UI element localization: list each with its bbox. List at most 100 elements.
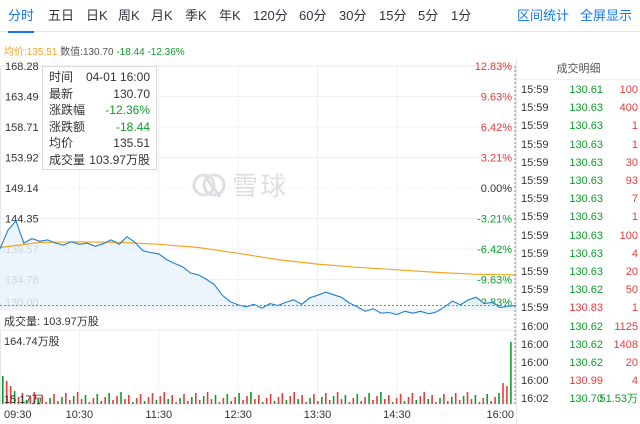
change-value: -18.44	[116, 47, 145, 58]
time-tick-label: 11:30	[145, 409, 172, 421]
pct-tick-label: 0.00%	[481, 183, 512, 195]
tab-4[interactable]: 月K	[151, 8, 173, 23]
volume-bar	[384, 399, 386, 404]
volume-bar	[120, 392, 122, 404]
data-value: 130.70	[82, 47, 114, 58]
trade-time: 16:00	[521, 357, 549, 369]
trade-row: 15:59 130.83 1	[517, 299, 640, 317]
volume-bar	[317, 401, 319, 404]
volume-bar	[305, 402, 307, 404]
volume-bar	[423, 392, 425, 404]
xueqiu-watermark: 雪球	[192, 166, 288, 203]
volume-bar	[88, 402, 91, 404]
trade-qty: 100	[619, 229, 638, 242]
volume-bar	[466, 392, 469, 404]
trade-detail-title: 成交明细	[517, 58, 640, 80]
volume-bar	[332, 396, 335, 404]
volume-bar	[265, 398, 268, 404]
price-tick-label: 153.92	[5, 153, 39, 165]
volume-bar	[49, 398, 51, 404]
volume-bar	[462, 396, 465, 404]
volume-bar	[76, 392, 79, 404]
trade-qty: 51.53万	[599, 393, 638, 406]
volume-bar	[447, 401, 449, 404]
tab-1[interactable]: 五日	[48, 8, 75, 23]
tooltip-row: 成交量 103.97万股	[49, 152, 150, 169]
tab-3[interactable]: 周K	[118, 8, 140, 23]
volume-bar	[360, 401, 362, 404]
tab-5[interactable]: 季K	[185, 8, 207, 23]
tooltip-row: 涨跌额 -18.44	[49, 119, 150, 136]
trade-qty: 93	[625, 175, 638, 187]
volume-bar	[246, 396, 248, 404]
trade-row: 15:59 130.63 4	[517, 245, 640, 263]
tab-10[interactable]: 15分	[379, 8, 407, 23]
volume-bar	[45, 402, 47, 404]
tooltip-label: 涨跌额	[49, 119, 86, 134]
intraday-chart[interactable]: 168.28 12.83% 163.49 9.63% 158.71 6.42% 153.92…	[0, 54, 640, 424]
volume-bar	[439, 398, 441, 404]
trade-qty: 400	[619, 102, 638, 115]
trade-price: 130.61	[569, 84, 603, 96]
tooltip-value: -18.44	[115, 119, 150, 134]
interval-stats-button[interactable]: 区间统计	[517, 8, 570, 23]
volume-bar	[427, 399, 429, 404]
volume-bar	[273, 401, 276, 404]
fullscreen-button[interactable]: 全屏显示	[580, 8, 633, 23]
trade-time: 16:00	[521, 375, 549, 388]
tooltip-value: 103.97万股	[89, 152, 150, 167]
tab-9[interactable]: 30分	[339, 8, 367, 23]
trade-qty: 1125	[614, 320, 638, 333]
volume-bar	[458, 400, 461, 404]
trade-price: 130.63	[569, 102, 603, 115]
volume-bar	[29, 396, 32, 404]
trade-row: 16:00 130.62 1125	[517, 318, 640, 336]
volume-bar	[69, 400, 71, 404]
tab-6[interactable]: 年K	[219, 8, 241, 23]
pct-tick-label: 12.83%	[475, 61, 513, 73]
volume-bar	[470, 399, 473, 404]
volume-bar	[80, 399, 83, 404]
volume-bar	[191, 397, 193, 404]
tab-8[interactable]: 60分	[299, 8, 327, 23]
price-tick-label: 149.14	[5, 183, 39, 195]
volume-bar	[13, 391, 16, 404]
time-tick-label: 09:30	[4, 409, 32, 421]
volume-bar	[135, 398, 138, 404]
tab-12[interactable]: 1分	[451, 8, 472, 23]
tab-7[interactable]: 120分	[253, 8, 288, 23]
volume-bar	[238, 393, 240, 404]
trade-time: 15:59	[521, 102, 549, 115]
trade-price: 130.63	[569, 247, 603, 260]
price-tick-label: 168.28	[5, 61, 39, 73]
volume-bar	[348, 402, 351, 404]
trade-time: 15:59	[521, 284, 549, 297]
trade-qty: 1	[631, 138, 638, 151]
tooltip-row: 最新 130.70	[49, 86, 150, 103]
time-tick-label: 10:30	[66, 409, 94, 421]
volume-bar	[65, 393, 67, 404]
volume-bar	[147, 397, 150, 404]
trade-time: 15:59	[521, 156, 549, 169]
volume-bar	[155, 400, 158, 404]
trade-qty: 7	[631, 193, 638, 206]
volume-bar	[198, 400, 201, 404]
volume-bar	[187, 401, 189, 404]
volume-bar	[234, 397, 236, 404]
tab-11[interactable]: 5分	[418, 8, 439, 23]
volume-bar	[183, 394, 185, 404]
trade-time: 15:59	[521, 266, 549, 278]
volume-bar	[112, 400, 114, 404]
volume-bar	[195, 393, 197, 404]
tab-2[interactable]: 日K	[86, 8, 108, 23]
volume-bar	[368, 393, 370, 404]
volume-bar	[490, 401, 492, 404]
volume-bar	[41, 395, 43, 404]
tab-0[interactable]: 分时	[8, 0, 35, 33]
volume-bar	[92, 398, 95, 404]
time-tick-label: 12:30	[224, 409, 252, 421]
avg-price-line	[0, 241, 517, 276]
volume-bar	[380, 392, 382, 404]
trade-time: 15:59	[521, 193, 549, 206]
tooltip-value: 04-01 16:00	[85, 70, 150, 84]
